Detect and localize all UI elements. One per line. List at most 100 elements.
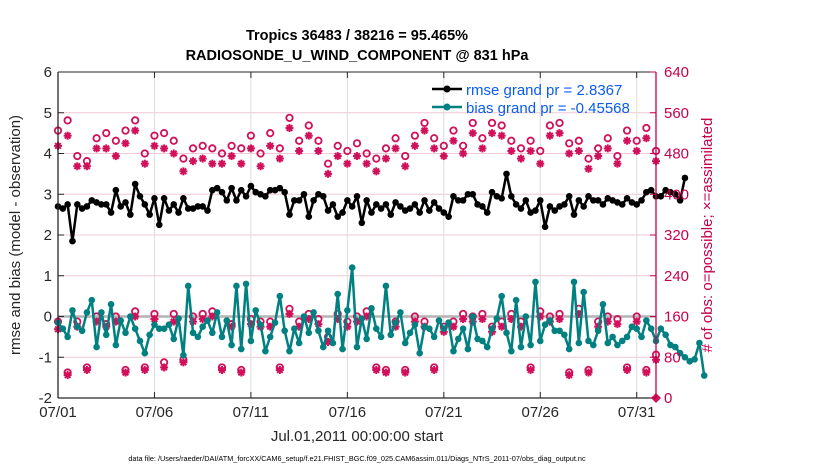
bias-point bbox=[319, 343, 327, 351]
rmse-point bbox=[358, 219, 366, 227]
obs-possible-marker bbox=[169, 309, 178, 319]
asterisk-stroke bbox=[208, 312, 216, 321]
rmse-point bbox=[102, 201, 110, 208]
asterisk-stroke bbox=[64, 132, 72, 140]
rmse-point bbox=[117, 203, 124, 210]
x-axis-label: Jul.01,2011 00:00:00 start bbox=[271, 428, 444, 445]
obs-possible-marker bbox=[478, 134, 487, 143]
obs-possible-marker bbox=[536, 146, 545, 156]
obs-possible-marker bbox=[140, 149, 149, 158]
asterisk-stroke bbox=[83, 162, 91, 170]
bias-point bbox=[469, 313, 477, 320]
y-axis-label-right: # of obs: o=possible; ×=assimilated bbox=[699, 118, 716, 353]
obs-possible-marker bbox=[401, 151, 410, 161]
rmse-point bbox=[483, 209, 491, 216]
bias-point bbox=[112, 341, 120, 349]
bias-point bbox=[88, 296, 96, 304]
obs-assimilated-marker bbox=[468, 129, 477, 138]
obs-assimilated-marker bbox=[478, 144, 487, 153]
bias-point bbox=[237, 345, 245, 353]
bias-point bbox=[194, 333, 202, 341]
bias-series bbox=[54, 264, 708, 379]
obs-assimilated-marker bbox=[121, 368, 130, 377]
asterisk-stroke bbox=[93, 144, 101, 152]
obs-possible-marker bbox=[613, 151, 622, 161]
rmse-point bbox=[671, 190, 679, 198]
asterisk-stroke bbox=[199, 155, 207, 163]
rmse-point bbox=[291, 197, 298, 204]
obs-count-layer bbox=[53, 113, 661, 403]
y-tick-label-right: 240 bbox=[664, 268, 689, 285]
rmse-point bbox=[223, 197, 231, 204]
obs-assimilated-marker bbox=[160, 144, 169, 153]
rmse-point bbox=[469, 190, 477, 198]
obs-possible-marker bbox=[275, 144, 284, 153]
asterisk-stroke bbox=[121, 368, 130, 377]
y-tick-label-right: 480 bbox=[664, 146, 689, 163]
rmse-point bbox=[633, 201, 641, 208]
asterisk-stroke bbox=[565, 149, 573, 158]
asterisk-stroke bbox=[478, 144, 486, 152]
bias-point bbox=[363, 335, 370, 343]
rmse-point bbox=[657, 192, 665, 200]
rmse-point bbox=[440, 209, 448, 216]
bias-point bbox=[416, 349, 423, 357]
bias-point bbox=[561, 331, 568, 339]
obs-possible-marker bbox=[468, 118, 477, 128]
obs-assimilated-marker bbox=[160, 363, 169, 372]
bias-point bbox=[623, 333, 631, 341]
obs-assimilated-marker bbox=[623, 365, 632, 374]
rmse-point bbox=[575, 197, 583, 204]
rmse-point bbox=[319, 192, 327, 200]
bias-point bbox=[604, 339, 612, 347]
x-tick-label: 07/06 bbox=[136, 404, 174, 421]
bias-point bbox=[107, 300, 115, 308]
bias-point bbox=[358, 315, 366, 322]
asterisk-stroke bbox=[363, 160, 371, 168]
bias-point bbox=[295, 339, 303, 347]
asterisk-stroke bbox=[131, 312, 139, 321]
asterisk-stroke bbox=[623, 137, 631, 145]
asterisk-stroke bbox=[411, 142, 419, 150]
obs-assimilated-marker bbox=[439, 152, 448, 161]
obs-assimilated-marker bbox=[410, 141, 419, 150]
bias-point bbox=[170, 335, 178, 343]
bias-point bbox=[78, 327, 86, 335]
asterisk-stroke bbox=[237, 368, 245, 377]
obs-possible-marker bbox=[362, 149, 371, 158]
asterisk-stroke bbox=[334, 152, 342, 160]
bias-point bbox=[430, 333, 438, 341]
asterisk-stroke bbox=[64, 371, 72, 379]
bias-point bbox=[213, 309, 221, 316]
obs-assimilated-marker bbox=[275, 365, 284, 374]
obs-assimilated-marker bbox=[208, 159, 217, 168]
obs-possible-marker bbox=[352, 139, 362, 148]
obs-possible-marker bbox=[285, 113, 294, 122]
legend-bias-marker bbox=[443, 103, 451, 111]
bias-point bbox=[102, 331, 110, 339]
bias-point bbox=[676, 349, 684, 357]
bias-point bbox=[392, 319, 399, 326]
asterisk-stroke bbox=[430, 144, 438, 152]
rmse-point bbox=[488, 188, 496, 196]
obs-assimilated-marker bbox=[459, 149, 468, 158]
rmse-point bbox=[435, 205, 443, 212]
bias-point bbox=[117, 317, 124, 324]
bias-point bbox=[594, 327, 602, 335]
bias-point bbox=[348, 264, 356, 271]
bias-point bbox=[339, 345, 346, 353]
rmse-point bbox=[512, 201, 520, 208]
obs-assimilated-marker bbox=[613, 159, 622, 168]
bias-point bbox=[691, 355, 698, 363]
obs-possible-marker bbox=[497, 121, 506, 130]
rmse-point bbox=[170, 201, 178, 208]
asterisk-stroke bbox=[285, 310, 294, 318]
rmse-point bbox=[411, 201, 419, 208]
obs-assimilated-marker bbox=[266, 141, 275, 150]
bias-point bbox=[204, 317, 211, 324]
asterisk-stroke bbox=[633, 318, 641, 326]
obs-assimilated-marker bbox=[574, 146, 583, 155]
bias-point bbox=[401, 339, 409, 347]
bias-point bbox=[64, 333, 71, 341]
asterisk-stroke bbox=[613, 320, 621, 328]
